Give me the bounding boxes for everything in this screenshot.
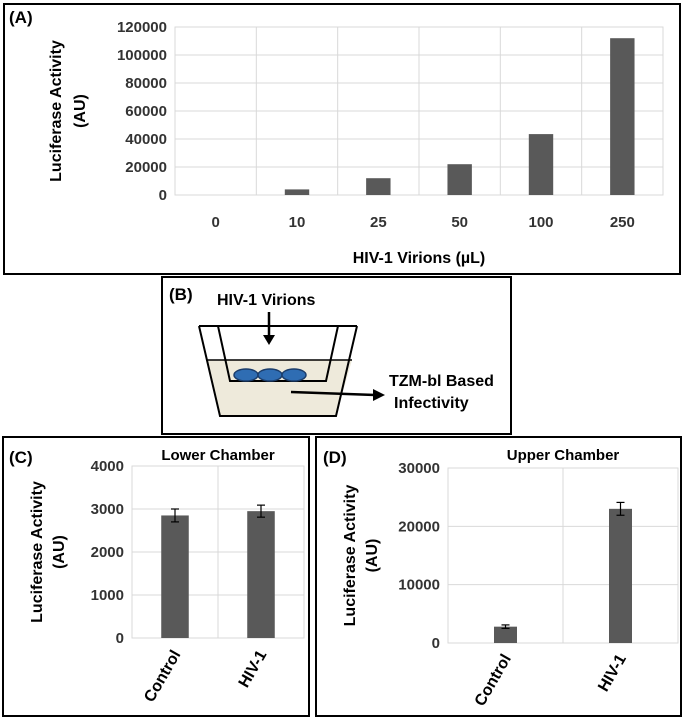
- bar: [610, 38, 635, 196]
- bar: [528, 134, 554, 195]
- output-label-line1: TZM-bl Based: [389, 373, 494, 390]
- bar: [609, 508, 632, 643]
- y-tick-label: 0: [432, 635, 440, 652]
- chart-a: (A) 0 20000 40000 60000 80000 100000 120000 0 10…: [9, 8, 664, 267]
- x-tick-label: HIV-1: [236, 647, 271, 690]
- y-tick-label: 10000: [398, 577, 440, 594]
- outer-well: [198, 325, 358, 417]
- bar: [447, 164, 472, 195]
- cell-2: [257, 368, 283, 382]
- y-tick-label: 30000: [398, 460, 440, 477]
- bar: [161, 515, 189, 638]
- panel-b-label: (B): [169, 285, 193, 304]
- panel-c: (C) 0 1000 2000 3000 4000 Control HIV-1 Lower C…: [2, 436, 310, 717]
- y-tick-label: 0: [159, 187, 167, 204]
- chart-d: (D) 0 10000 20000 30000 Control HIV-1 Upper Ch…: [323, 447, 679, 710]
- y-axis-label: (AU): [364, 539, 381, 573]
- output-arrow: [290, 390, 376, 397]
- x-tick-label: 250: [610, 214, 635, 231]
- y-tick-label: 1000: [91, 587, 124, 604]
- y-axis-label: Luciferase Activity: [29, 481, 46, 623]
- cell-1: [233, 368, 259, 382]
- y-tick-label: 20000: [398, 518, 440, 535]
- panel-a-label: (A): [9, 8, 33, 27]
- x-axis-label: HIV-1 Virions (µL): [353, 250, 486, 267]
- transwell-diagram: (B) HIV-1 Virions TZM-bl Based Infectivi…: [169, 285, 494, 417]
- y-tick-label: 120000: [117, 19, 167, 36]
- bar: [284, 189, 310, 195]
- x-tick-label: 10: [289, 214, 306, 231]
- y-tick-label: 0: [116, 630, 124, 647]
- panel-d-label: (D): [323, 448, 347, 467]
- x-tick-label: 0: [211, 214, 219, 231]
- bar: [366, 178, 391, 195]
- x-tick-label: 50: [451, 214, 468, 231]
- y-axis-label: (AU): [72, 94, 89, 128]
- y-tick-label: 20000: [125, 159, 167, 176]
- input-label: HIV-1 Virions: [217, 292, 316, 309]
- y-tick-label: 60000: [125, 103, 167, 120]
- y-tick-label: 4000: [91, 458, 124, 475]
- bar: [247, 511, 275, 638]
- x-tick-label: Control: [141, 648, 184, 706]
- y-axis-label: Luciferase Activity: [48, 40, 65, 182]
- cell-3: [281, 368, 307, 382]
- chart-title: Upper Chamber: [507, 447, 620, 464]
- x-tick-label: Control: [472, 652, 515, 710]
- y-tick-label: 40000: [125, 131, 167, 148]
- x-tick-label: 100: [528, 214, 553, 231]
- panel-b: (B) HIV-1 Virions TZM-bl Based Infectivi…: [161, 276, 512, 435]
- bar: [494, 626, 517, 643]
- output-label-line2: Infectivity: [394, 395, 469, 412]
- y-tick-label: 80000: [125, 75, 167, 92]
- y-axis-label: Luciferase Activity: [342, 485, 359, 627]
- y-tick-label: 100000: [117, 47, 167, 64]
- panel-d: (D) 0 10000 20000 30000 Control HIV-1 Upper Ch…: [315, 436, 682, 717]
- chart-c: (C) 0 1000 2000 3000 4000 Control HIV-1 Lower C…: [9, 447, 305, 706]
- y-tick-label: 2000: [91, 544, 124, 561]
- insert-well: [217, 325, 339, 382]
- input-arrowhead: [263, 335, 275, 345]
- y-axis-label: (AU): [51, 535, 68, 569]
- y-tick-label: 3000: [91, 501, 124, 518]
- chart-title: Lower Chamber: [161, 447, 275, 464]
- x-tick-label: HIV-1: [595, 651, 630, 694]
- panel-c-label: (C): [9, 448, 33, 467]
- x-tick-label: 25: [370, 214, 387, 231]
- output-arrowhead: [373, 389, 385, 401]
- panel-a: (A) 0 20000 40000 60000 80000 100000 120000 0 10…: [3, 3, 681, 275]
